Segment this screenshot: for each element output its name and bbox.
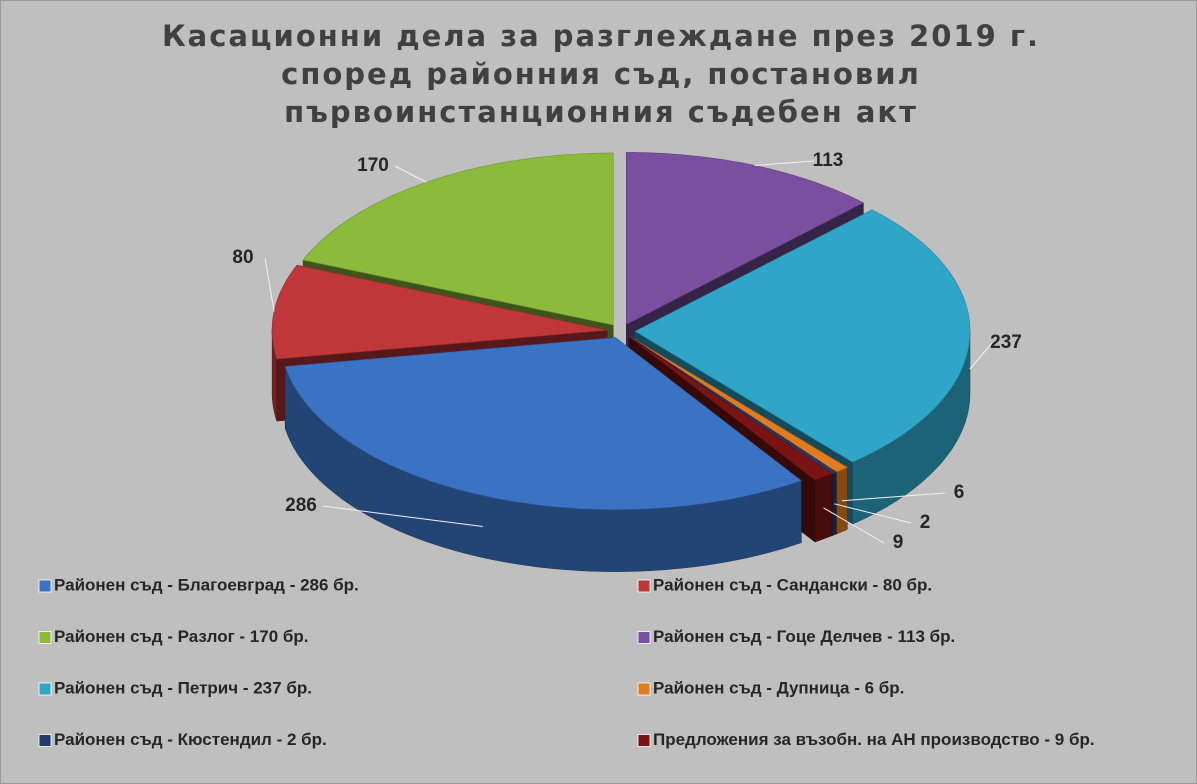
slice — [284, 337, 802, 510]
data-label: 237 — [990, 332, 1022, 353]
legend-label: Районен съд - Дупница - 6 бр. — [653, 678, 904, 697]
leader-line — [834, 503, 912, 524]
legend-marker — [637, 734, 651, 747]
legend-label: Предложения за възобн. на АН производств… — [653, 730, 1095, 749]
legend-label: Районен съд - Петрич - 237 бр. — [54, 678, 312, 697]
data-label: 80 — [232, 247, 253, 268]
leader-line — [322, 505, 483, 528]
leader-line — [969, 342, 993, 370]
data-label: 113 — [813, 150, 844, 171]
legend-label: Районен съд - Разлог - 170 бр. — [54, 627, 309, 646]
data-label: 2 — [920, 512, 931, 533]
legend-label: Районен съд - Благоевград - 286 бр. — [54, 575, 359, 594]
legend-marker — [38, 682, 52, 696]
data-label: 6 — [954, 482, 965, 503]
legend-marker — [38, 579, 52, 593]
leader-line — [754, 160, 815, 166]
data-label: 9 — [893, 532, 904, 553]
slice — [634, 209, 971, 463]
legend-label: Районен съд - Кюстендил - 2 бр. — [54, 730, 327, 749]
leader-line — [841, 492, 946, 502]
data-label: 286 — [285, 495, 317, 516]
legend-marker — [637, 631, 651, 644]
legend-marker — [637, 579, 651, 593]
leader-line — [823, 507, 885, 544]
chart-title: Касационни дела за разглеждане през 2019… — [161, 19, 1041, 129]
legend-marker — [38, 631, 52, 644]
leader-line — [394, 165, 427, 183]
legend-marker — [637, 682, 651, 696]
slice-side — [814, 473, 833, 543]
legend-label: Районен съд - Сандански - 80 бр. — [653, 575, 932, 594]
slice — [629, 336, 837, 474]
legend-label: Районен съд - Гоце Делчев - 113 бр. — [653, 627, 955, 646]
data-label: 170 — [357, 155, 389, 176]
legend-marker — [38, 734, 52, 747]
slice — [628, 336, 833, 481]
leader-line — [264, 257, 275, 312]
